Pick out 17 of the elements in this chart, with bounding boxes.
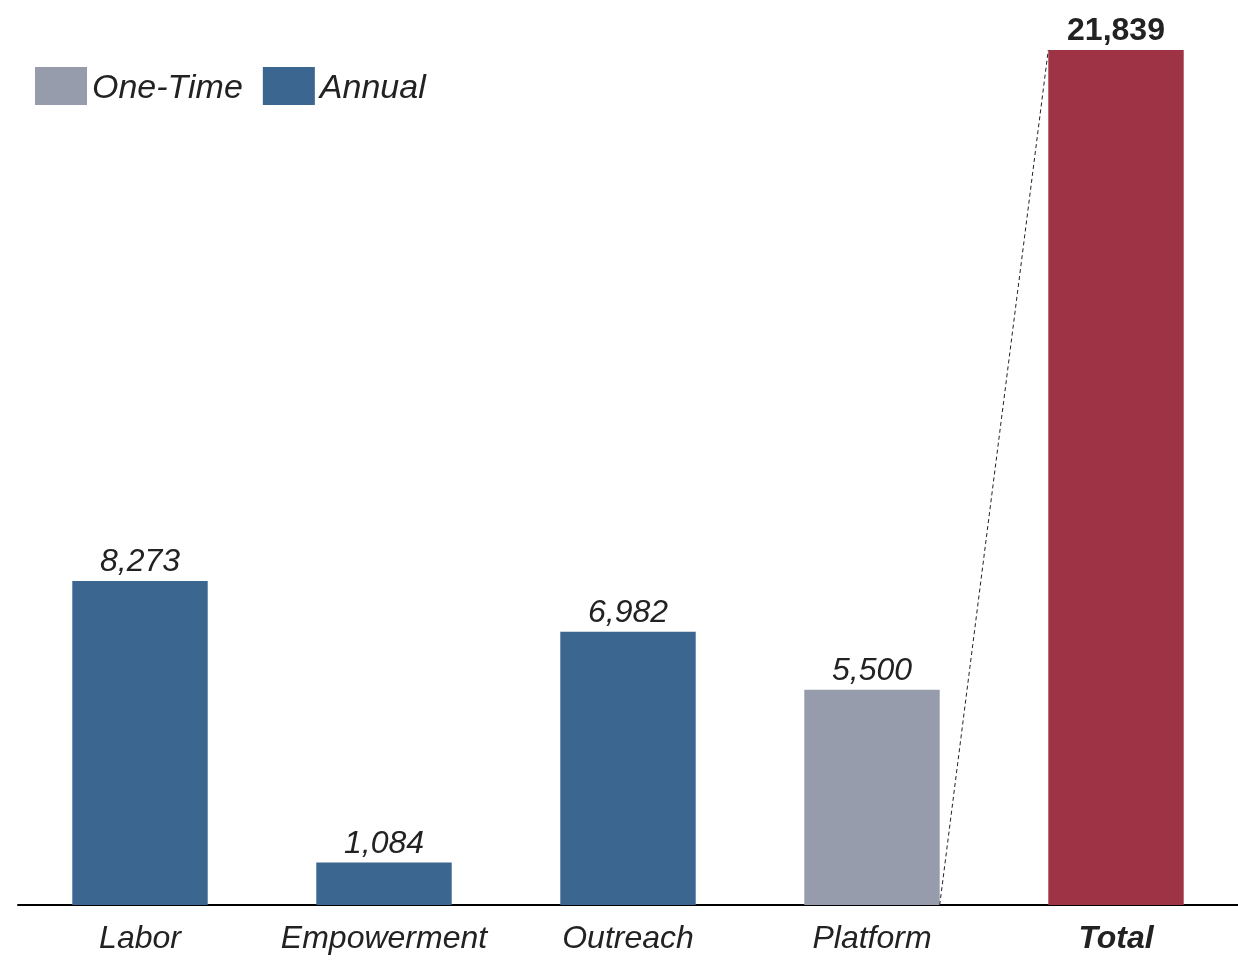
data-label: 5,500 xyxy=(831,650,913,687)
bar xyxy=(1048,50,1184,905)
x-tick-label: Total xyxy=(1078,919,1155,955)
bar xyxy=(804,689,940,905)
legend-label: Annual xyxy=(317,67,428,105)
bar xyxy=(72,581,208,905)
data-label: 1,084 xyxy=(343,823,425,860)
data-label: 8,273 xyxy=(99,542,181,579)
x-tick-label: Empowerment xyxy=(280,919,489,955)
bar xyxy=(560,631,696,905)
data-label: 6,982 xyxy=(587,592,669,629)
x-tick-label: Labor xyxy=(99,919,183,955)
data-label: 21,839 xyxy=(1067,11,1165,47)
legend-label: One-Time xyxy=(92,67,243,105)
x-tick-label: Platform xyxy=(812,919,932,955)
x-tick-label: Outreach xyxy=(562,919,694,955)
bar xyxy=(316,862,452,905)
